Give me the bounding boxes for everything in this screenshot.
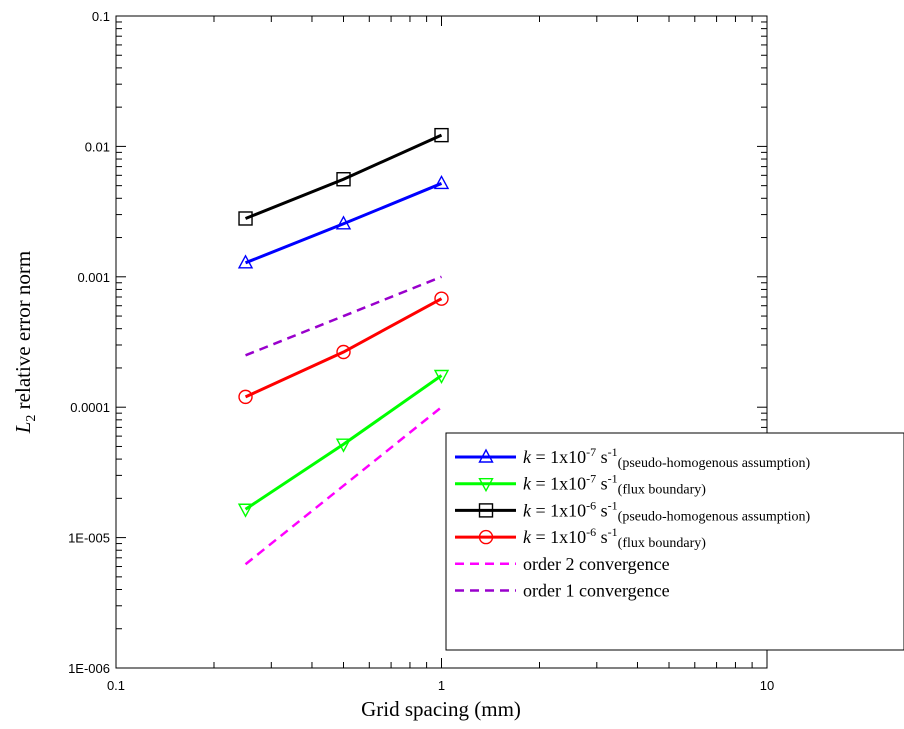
x-tick-label: 10: [760, 678, 774, 693]
series-5: [244, 406, 443, 566]
legend-marker: [478, 529, 494, 545]
legend-entry-1: k = 1x10-7 s-1(pseudo-homogenous assumpt…: [455, 445, 810, 471]
series-6: [245, 275, 442, 357]
data-point-marker: [433, 369, 450, 384]
series-line: [244, 297, 443, 399]
data-point-marker: [237, 254, 254, 269]
data-point-marker: [434, 291, 449, 306]
y-tick-label: 1E-005: [68, 531, 110, 546]
legend-marker: [478, 448, 494, 463]
legend-label: order 2 convergence: [523, 554, 670, 574]
series-layer: [237, 127, 450, 566]
data-point-marker: [237, 503, 254, 518]
legend-label: k = 1x10-7 s-1(flux boundary): [523, 472, 706, 498]
legend-entry-3: k = 1x10-6 s-1(pseudo-homogenous assumpt…: [455, 498, 810, 524]
legend: k = 1x10-7 s-1(pseudo-homogenous assumpt…: [445, 432, 904, 651]
legend-box: [445, 432, 904, 651]
data-point-marker: [433, 174, 450, 190]
series-2: [237, 369, 450, 518]
x-axis-title: Grid spacing (mm): [361, 697, 521, 721]
legend-label: k = 1x10-6 s-1(flux boundary): [523, 525, 706, 551]
series-line: [244, 133, 443, 220]
data-point-marker: [238, 389, 253, 405]
data-point-marker: [335, 438, 352, 453]
legend-label: k = 1x10-7 s-1(pseudo-homogenous assumpt…: [523, 445, 810, 471]
legend-entry-2: k = 1x10-7 s-1(flux boundary): [455, 472, 706, 498]
series-line: [244, 406, 443, 566]
legend-entry-6: order 1 convergence: [455, 581, 670, 601]
series-line: [244, 374, 443, 511]
legend-label: order 1 convergence: [523, 581, 670, 601]
y-tick-label: 0.001: [77, 270, 110, 285]
legend-entry-5: order 2 convergence: [455, 554, 670, 574]
y-tick-label: 0.01: [85, 139, 110, 154]
data-point-marker: [336, 172, 351, 187]
series-3: [238, 127, 449, 226]
legend-marker: [478, 478, 494, 493]
data-point-marker: [336, 344, 351, 360]
legend-label: k = 1x10-6 s-1(pseudo-homogenous assumpt…: [523, 498, 810, 524]
x-tick-label: 0.1: [107, 678, 125, 693]
y-tick-label: 0.0001: [70, 400, 110, 415]
data-point-marker: [434, 127, 449, 143]
y-tick-label: 0.1: [92, 9, 110, 24]
axis-tick-labels: 0.1 1 10 0.1 0.01 0.001 0.0001 1E-005 1E-006: [68, 9, 774, 693]
y-axis-title: L2 relative error norm: [11, 251, 39, 435]
data-point-marker: [335, 215, 352, 230]
x-tick-label: 1: [438, 678, 445, 693]
series-line: [245, 275, 442, 357]
series-1: [237, 174, 450, 269]
series-line: [244, 182, 443, 265]
legend-entry-4: k = 1x10-6 s-1(flux boundary): [455, 525, 706, 551]
y-tick-label: 1E-006: [68, 661, 110, 676]
legend-marker: [478, 503, 494, 518]
data-point-marker: [238, 211, 253, 226]
axis-ticks: [115, 16, 767, 669]
series-4: [238, 291, 449, 405]
